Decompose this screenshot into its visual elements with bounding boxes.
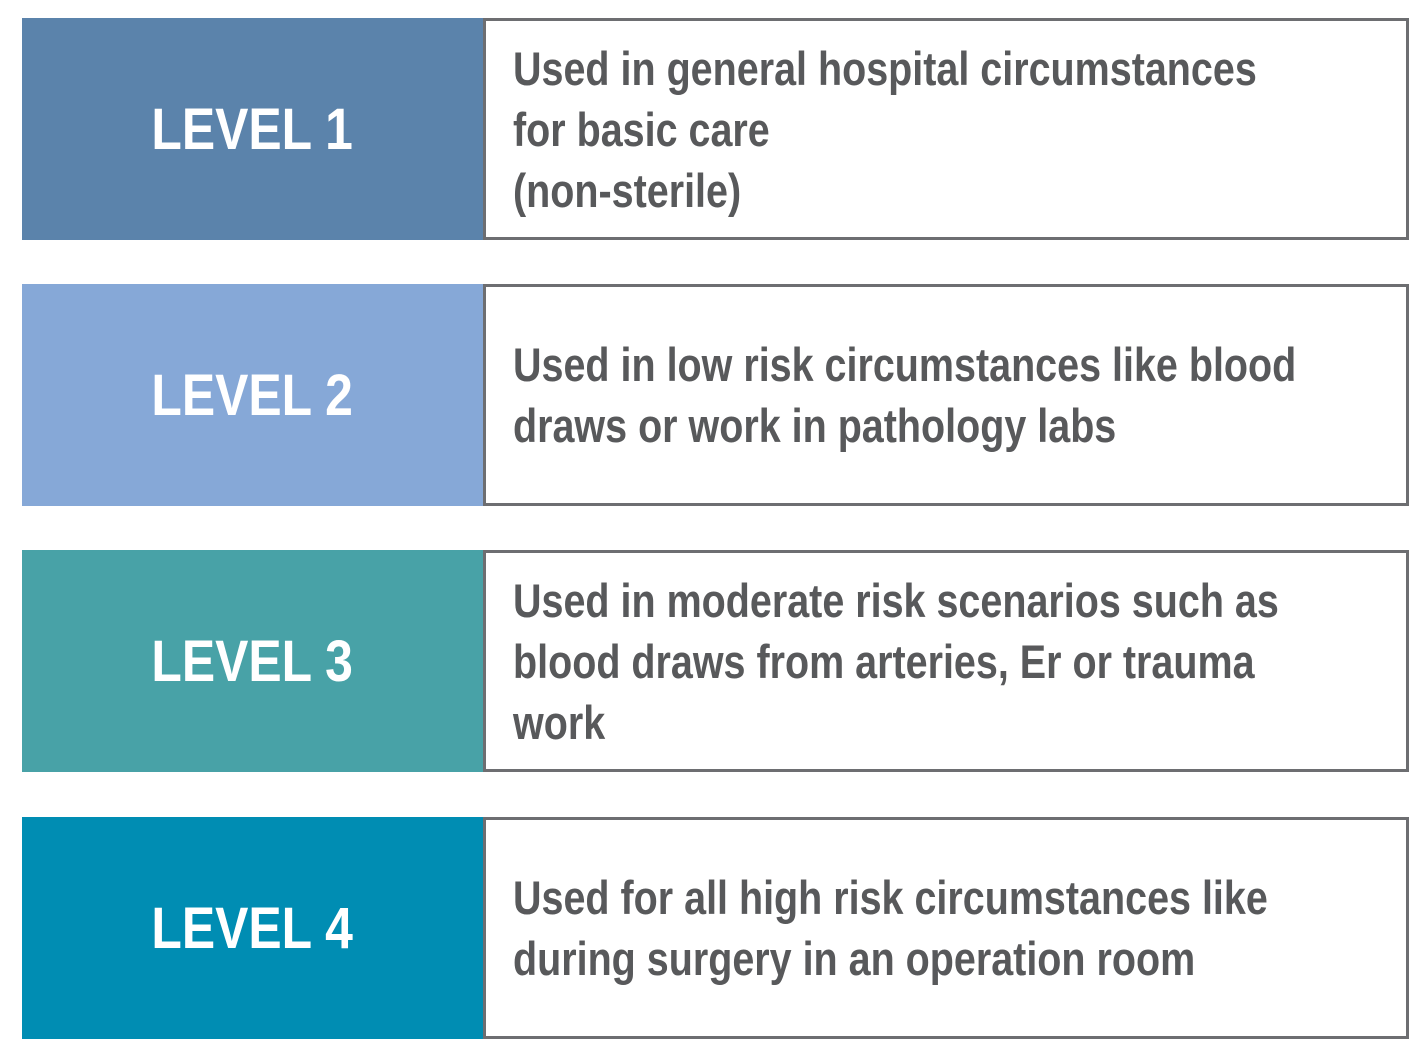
level-3-description-line-3: work xyxy=(513,695,606,749)
level-4-description-box: Used for all high risk circumstances lik… xyxy=(483,817,1409,1039)
level-row-1: LEVEL 1 Used in general hospital circums… xyxy=(22,18,1409,240)
level-3-label-box: LEVEL 3 xyxy=(22,550,483,772)
level-2-description-line-2: draws or work in pathology labs xyxy=(513,399,1117,452)
level-1-label-box: LEVEL 1 xyxy=(22,18,483,240)
level-4-description: Used for all high risk circumstances lik… xyxy=(513,867,1268,989)
level-1-description: Used in general hospital circumstances f… xyxy=(513,38,1263,221)
level-3-label: LEVEL 3 xyxy=(151,628,354,694)
level-4-label: LEVEL 4 xyxy=(151,895,354,961)
level-3-description-box: Used in moderate risk scenarios such as … xyxy=(483,550,1409,772)
level-1-description-line-3: (non-sterile) xyxy=(513,163,742,217)
level-2-description: Used in low risk circumstances like bloo… xyxy=(513,334,1296,456)
level-1-description-line-1: Used in general hospital circumstances xyxy=(513,41,1257,95)
level-2-label-box: LEVEL 2 xyxy=(22,284,483,506)
level-row-3: LEVEL 3 Used in moderate risk scenarios … xyxy=(22,550,1409,772)
level-4-description-line-1: Used for all high risk circumstances lik… xyxy=(513,871,1268,924)
level-row-2: LEVEL 2 Used in low risk circumstances l… xyxy=(22,284,1409,506)
level-4-label-box: LEVEL 4 xyxy=(22,817,483,1039)
level-row-4: LEVEL 4 Used for all high risk circumsta… xyxy=(22,817,1409,1039)
level-2-label: LEVEL 2 xyxy=(151,362,354,428)
level-4-description-line-2: during surgery in an operation room xyxy=(513,932,1196,985)
level-3-description-line-1: Used in moderate risk scenarios such as xyxy=(513,573,1279,627)
level-1-description-box: Used in general hospital circumstances f… xyxy=(483,18,1409,240)
level-2-description-box: Used in low risk circumstances like bloo… xyxy=(483,284,1409,506)
level-3-description-line-2: blood draws from arteries, Er or trauma xyxy=(513,634,1255,688)
level-2-description-line-1: Used in low risk circumstances like bloo… xyxy=(513,338,1297,391)
level-1-description-line-2: for basic care xyxy=(513,102,770,156)
level-3-description: Used in moderate risk scenarios such as … xyxy=(513,570,1279,753)
level-1-label: LEVEL 1 xyxy=(151,96,354,162)
